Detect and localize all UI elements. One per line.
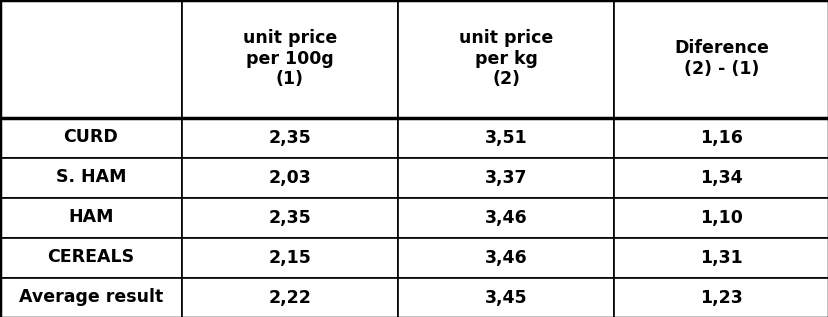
- Bar: [614, 158, 828, 197]
- Bar: [397, 237, 614, 277]
- Bar: [0, 158, 182, 197]
- Bar: [0, 0, 182, 118]
- Bar: [182, 197, 397, 237]
- Bar: [397, 158, 614, 197]
- Text: CURD: CURD: [64, 128, 118, 146]
- Bar: [182, 0, 397, 118]
- Text: 1,16: 1,16: [699, 128, 742, 146]
- Text: 2,35: 2,35: [268, 128, 311, 146]
- Text: 1,23: 1,23: [700, 288, 742, 307]
- Text: 3,37: 3,37: [484, 169, 527, 186]
- Text: S. HAM: S. HAM: [55, 169, 126, 186]
- Bar: [397, 0, 614, 118]
- Text: 2,03: 2,03: [268, 169, 311, 186]
- Text: 2,22: 2,22: [268, 288, 311, 307]
- Bar: [0, 197, 182, 237]
- Bar: [397, 197, 614, 237]
- Text: CEREALS: CEREALS: [47, 249, 134, 267]
- Text: unit price
per kg
(2): unit price per kg (2): [459, 29, 552, 88]
- Bar: [0, 277, 182, 317]
- Text: 3,51: 3,51: [484, 128, 527, 146]
- Text: 1,31: 1,31: [700, 249, 742, 267]
- Bar: [182, 118, 397, 158]
- Bar: [397, 118, 614, 158]
- Text: HAM: HAM: [68, 209, 113, 227]
- Bar: [614, 118, 828, 158]
- Text: unit price
per 100g
(1): unit price per 100g (1): [243, 29, 337, 88]
- Text: 3,45: 3,45: [484, 288, 527, 307]
- Text: 1,34: 1,34: [700, 169, 742, 186]
- Bar: [0, 118, 182, 158]
- Bar: [397, 277, 614, 317]
- Bar: [614, 277, 828, 317]
- Text: 2,35: 2,35: [268, 209, 311, 227]
- Text: Average result: Average result: [19, 288, 163, 307]
- Text: 3,46: 3,46: [484, 249, 527, 267]
- Bar: [182, 237, 397, 277]
- Bar: [614, 237, 828, 277]
- Text: Diference
(2) - (1): Diference (2) - (1): [673, 39, 768, 78]
- Bar: [614, 0, 828, 118]
- Text: 3,46: 3,46: [484, 209, 527, 227]
- Text: 2,15: 2,15: [268, 249, 311, 267]
- Bar: [614, 197, 828, 237]
- Bar: [182, 158, 397, 197]
- Text: 1,10: 1,10: [699, 209, 742, 227]
- Bar: [0, 237, 182, 277]
- Bar: [182, 277, 397, 317]
